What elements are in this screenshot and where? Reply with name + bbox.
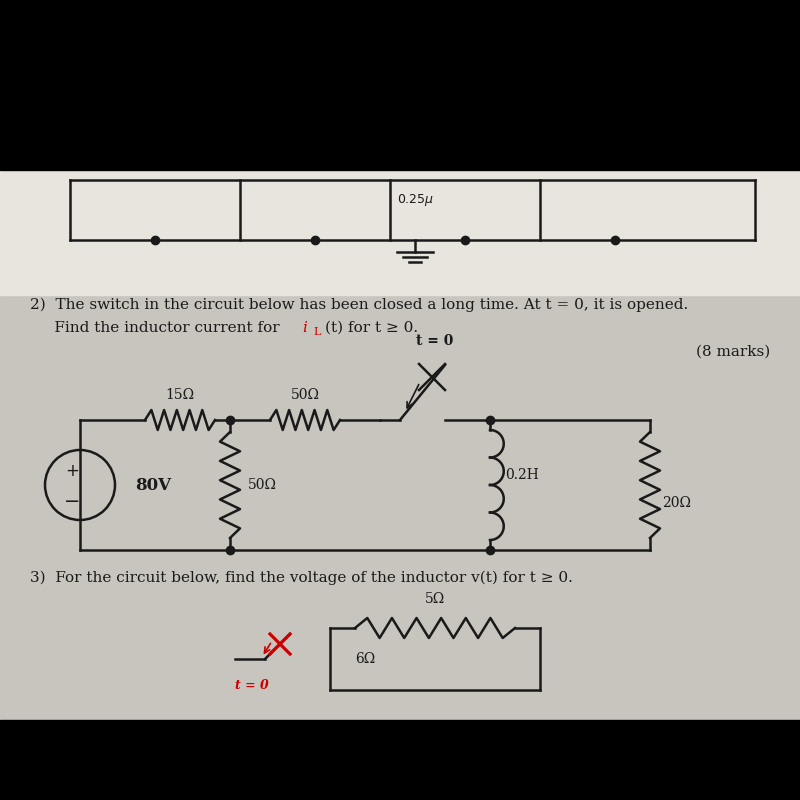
Text: 2)  The switch in the circuit below has been closed a long time. At t = 0, it is: 2) The switch in the circuit below has b… xyxy=(30,298,688,312)
Text: $0.25\mu$: $0.25\mu$ xyxy=(397,192,434,208)
Text: 6Ω: 6Ω xyxy=(355,652,375,666)
Text: 50Ω: 50Ω xyxy=(290,388,319,402)
Text: t = 0: t = 0 xyxy=(416,334,454,348)
Text: +: + xyxy=(65,462,79,480)
Text: i: i xyxy=(302,321,307,335)
Text: 3)  For the circuit below, find the voltage of the inductor v(t) for t ≥ 0.: 3) For the circuit below, find the volta… xyxy=(30,571,573,585)
Text: 20Ω: 20Ω xyxy=(662,496,691,510)
Text: t = 0: t = 0 xyxy=(235,679,269,692)
Text: 50Ω: 50Ω xyxy=(248,478,277,492)
Text: 80V: 80V xyxy=(135,477,171,494)
Text: (t) for t ≥ 0.: (t) for t ≥ 0. xyxy=(325,321,418,335)
Text: Find the inductor current for: Find the inductor current for xyxy=(30,321,285,335)
Text: −: − xyxy=(64,491,80,510)
Text: (8 marks): (8 marks) xyxy=(696,345,770,359)
Text: L: L xyxy=(313,327,320,337)
Text: 0.2H: 0.2H xyxy=(505,468,538,482)
Bar xyxy=(0,0,800,295)
Text: 5Ω: 5Ω xyxy=(425,592,445,606)
Bar xyxy=(0,0,800,170)
Bar xyxy=(0,720,800,800)
Text: 15Ω: 15Ω xyxy=(166,388,194,402)
